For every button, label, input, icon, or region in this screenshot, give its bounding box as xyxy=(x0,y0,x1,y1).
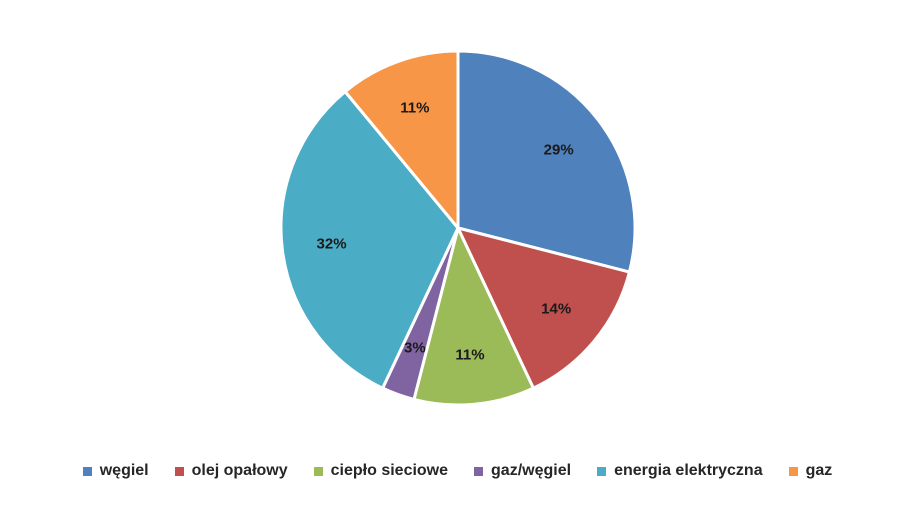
pie-slice-0 xyxy=(456,49,637,274)
legend-label: węgiel xyxy=(99,462,149,479)
legend-swatch xyxy=(174,466,184,476)
data-label-4: 32% xyxy=(317,235,347,252)
data-label-5: 11% xyxy=(400,100,429,117)
legend-item-4: energia elektryczna xyxy=(597,462,763,480)
legend-item-5: gaz xyxy=(788,462,833,480)
data-label-1: 14% xyxy=(541,301,571,318)
legend-label: energia elektryczna xyxy=(614,462,763,479)
data-label-2: 11% xyxy=(455,346,484,363)
pie-slice-4 xyxy=(279,90,460,390)
legend: węgiel olej opałowy ciepło sieciowe gaz/węg… xyxy=(0,462,915,480)
legend-item-3: gaz/węgiel xyxy=(474,462,571,480)
data-label-0: 29% xyxy=(544,141,574,158)
legend-item-1: olej opałowy xyxy=(174,462,288,480)
legend-swatch xyxy=(474,466,484,476)
legend-swatch xyxy=(597,466,607,476)
legend-swatch xyxy=(313,466,323,476)
legend-swatch xyxy=(82,466,92,476)
legend-item-0: węgiel xyxy=(82,462,149,480)
pie-chart-plot: 29% 14% 11% 3% 32% 11% xyxy=(279,49,637,407)
legend-label: gaz/węgiel xyxy=(491,462,572,479)
legend-label: ciepło sieciowe xyxy=(330,462,449,479)
pie-slice-5 xyxy=(343,49,460,230)
legend-item-2: ciepło sieciowe xyxy=(313,462,449,480)
data-label-3: 3% xyxy=(404,339,426,356)
legend-label: olej opałowy xyxy=(191,462,288,479)
pie-slice-1 xyxy=(456,226,631,390)
legend-swatch xyxy=(788,466,798,476)
pie-slice-2 xyxy=(412,226,535,407)
legend-label: gaz xyxy=(805,462,833,479)
